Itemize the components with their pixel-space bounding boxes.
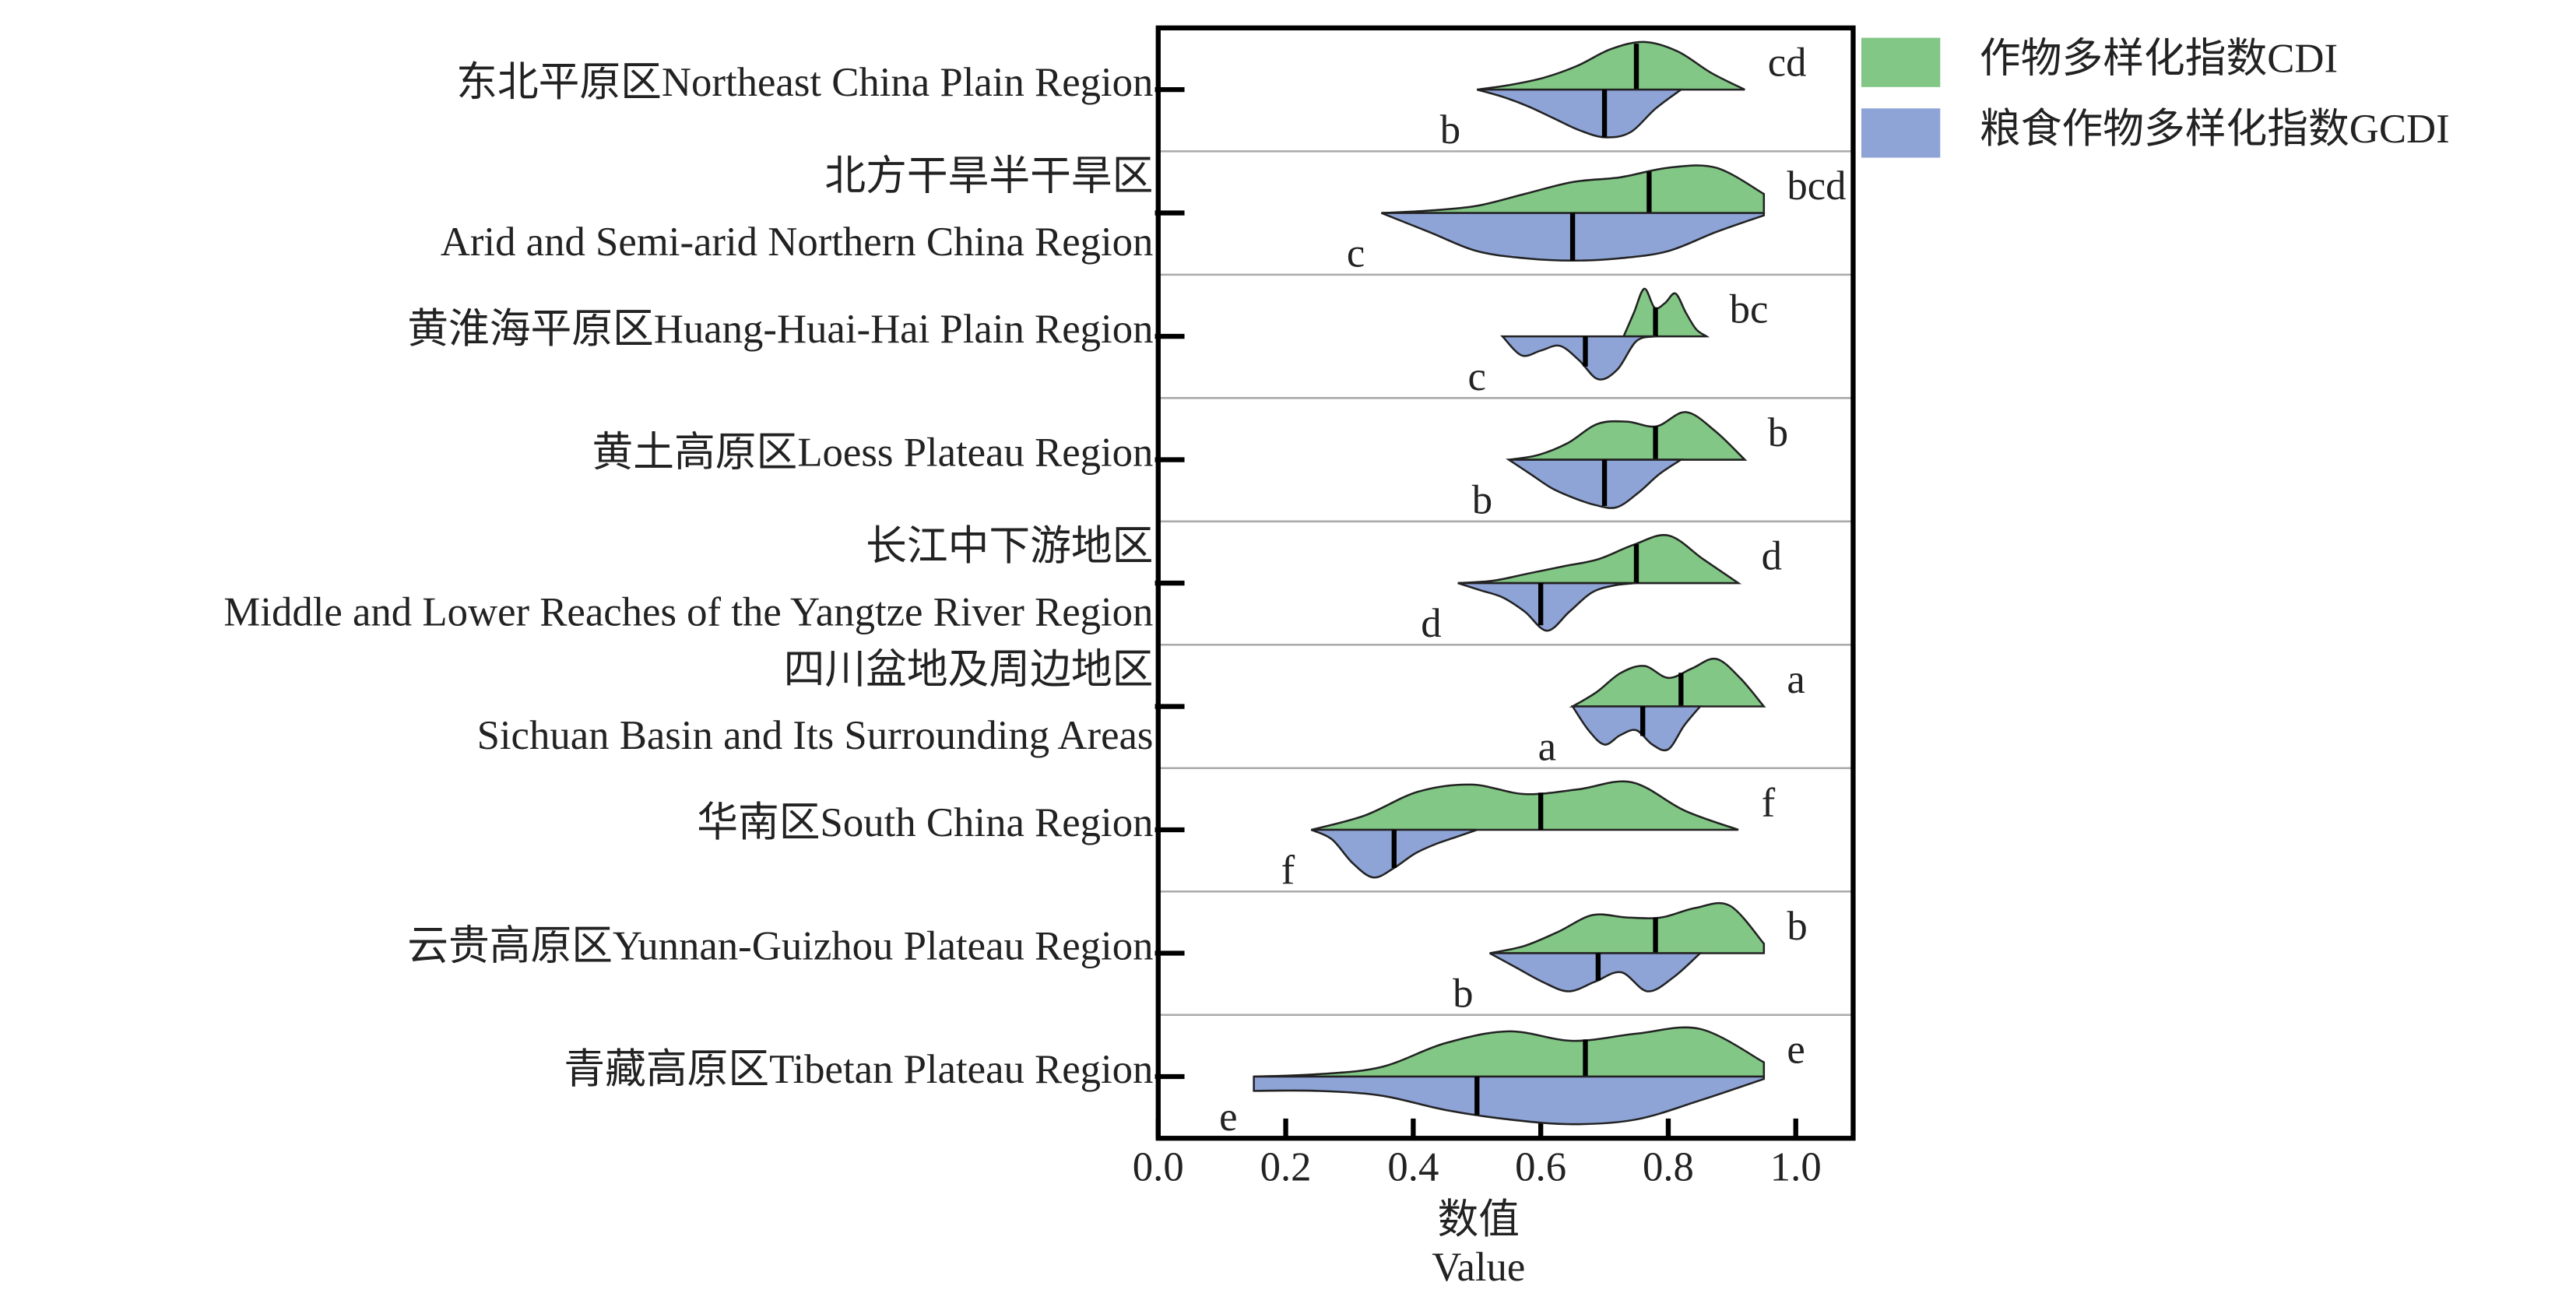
violin-half <box>1253 1075 1766 1126</box>
significance-letter: b <box>1472 478 1492 523</box>
x-axis-label: Value <box>1432 1245 1525 1290</box>
violin-half <box>1506 458 1685 509</box>
y-tick-label: 北方干旱半干旱区 <box>824 154 1153 199</box>
violin-half <box>1457 534 1742 585</box>
x-tick-label: 0.2 <box>1260 1145 1312 1190</box>
y-tick-label: Arid and Semi-arid Northern China Region <box>441 220 1154 265</box>
plot-frame <box>1155 25 1856 1141</box>
significance-letter: bcd <box>1787 163 1846 209</box>
x-tick-label: 0.8 <box>1643 1145 1694 1190</box>
violin-half <box>1489 901 1766 954</box>
significance-letter: e <box>1787 1028 1805 1073</box>
violin-half <box>1569 657 1766 708</box>
significance-letter: c <box>1347 231 1365 276</box>
y-tick-label: 黄土高原区Loess Plateau Region <box>592 430 1154 475</box>
x-tick-label: 0.4 <box>1387 1145 1439 1190</box>
y-tick-label: 黄淮海平原区Huang-Huai-Hai Plain Region <box>407 307 1153 352</box>
y-tick-label: 华南区South China Region <box>697 800 1153 845</box>
violin-half <box>1509 411 1748 461</box>
violin-half <box>1570 705 1703 752</box>
violin-half <box>1311 780 1739 831</box>
significance-letter: d <box>1421 601 1441 646</box>
violin-half <box>1622 287 1710 338</box>
y-tick-label: 四川盆地及周边地区 <box>784 647 1154 692</box>
legend-label: 作物多样化指数CDI <box>1980 36 2338 81</box>
y-tick-label: 青藏高原区Tibetan Plateau Region <box>564 1047 1153 1092</box>
legend-swatch <box>1861 108 1941 158</box>
y-tick-label: Middle and Lower Reaches of the Yangtze … <box>223 589 1153 634</box>
violin-half <box>1253 1026 1766 1078</box>
x-tick-label: 0.0 <box>1133 1145 1184 1190</box>
significance-letter: b <box>1787 904 1807 949</box>
significance-letter: f <box>1762 781 1776 826</box>
significance-letter: a <box>1787 657 1805 702</box>
significance-letter: b <box>1440 107 1460 153</box>
violin-half <box>1381 164 1766 214</box>
violin-half <box>1477 40 1745 91</box>
significance-letter: cd <box>1768 40 1807 86</box>
legend-swatch <box>1861 37 1941 87</box>
violin-half <box>1476 88 1685 139</box>
legend-label: 粮食作物多样化指数GCDI <box>1980 107 2450 152</box>
significance-letter: a <box>1538 725 1556 770</box>
y-tick-label: 长江中下游地区 <box>866 524 1153 569</box>
y-tick-label: 云贵高原区Yunnan-Guizhou Plateau Region <box>407 923 1153 968</box>
x-tick-label: 1.0 <box>1770 1145 1822 1190</box>
x-tick-label: 0.6 <box>1515 1145 1566 1190</box>
significance-letter: f <box>1281 848 1295 893</box>
violin-half <box>1457 581 1637 632</box>
significance-letter: e <box>1219 1094 1237 1140</box>
y-tick-label: 东北平原区Northeast China Plain Region <box>456 60 1153 105</box>
significance-letter: d <box>1762 534 1782 579</box>
significance-letter: c <box>1467 354 1485 399</box>
y-tick-label: Sichuan Basin and Its Surrounding Areas <box>477 713 1154 758</box>
significance-letter: b <box>1768 410 1788 455</box>
violin-half <box>1499 335 1656 381</box>
significance-letter: b <box>1453 971 1473 1017</box>
x-axis-label: 数值 <box>1438 1197 1520 1242</box>
violin-half <box>1489 952 1703 993</box>
significance-letter: bc <box>1730 287 1769 332</box>
